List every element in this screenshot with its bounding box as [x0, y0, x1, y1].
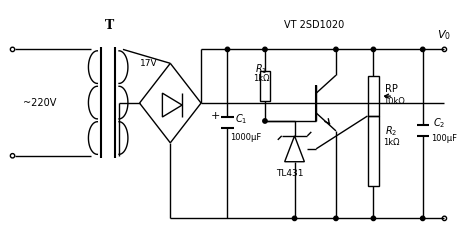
Text: ~220V: ~220V	[24, 98, 57, 108]
Circle shape	[371, 216, 375, 221]
Circle shape	[225, 47, 230, 52]
Text: $V_0$: $V_0$	[437, 29, 450, 42]
Text: 1000μF: 1000μF	[231, 133, 262, 142]
Text: $C_2$: $C_2$	[432, 116, 445, 130]
Text: +: +	[211, 112, 220, 122]
Text: $C_1$: $C_1$	[235, 112, 248, 126]
Circle shape	[263, 47, 267, 52]
Text: 1kΩ: 1kΩ	[383, 138, 400, 147]
Circle shape	[334, 47, 338, 52]
Text: TL431: TL431	[276, 169, 303, 178]
Text: 100μF: 100μF	[431, 134, 457, 143]
Text: 10kΩ: 10kΩ	[383, 97, 405, 106]
Circle shape	[371, 47, 375, 52]
Circle shape	[420, 47, 425, 52]
Circle shape	[420, 216, 425, 221]
Text: $R_1$: $R_1$	[255, 62, 268, 76]
Text: VT 2SD1020: VT 2SD1020	[284, 20, 344, 30]
Text: $R_2$: $R_2$	[385, 124, 398, 138]
Text: 17V: 17V	[140, 59, 157, 68]
Text: T: T	[105, 18, 114, 31]
Bar	[368, 116, 379, 185]
Circle shape	[263, 119, 267, 123]
Text: 1kΩ: 1kΩ	[253, 74, 269, 83]
Circle shape	[334, 216, 338, 221]
Bar	[260, 71, 270, 101]
Bar	[368, 76, 379, 116]
Text: RP: RP	[385, 84, 398, 94]
Circle shape	[292, 216, 297, 221]
